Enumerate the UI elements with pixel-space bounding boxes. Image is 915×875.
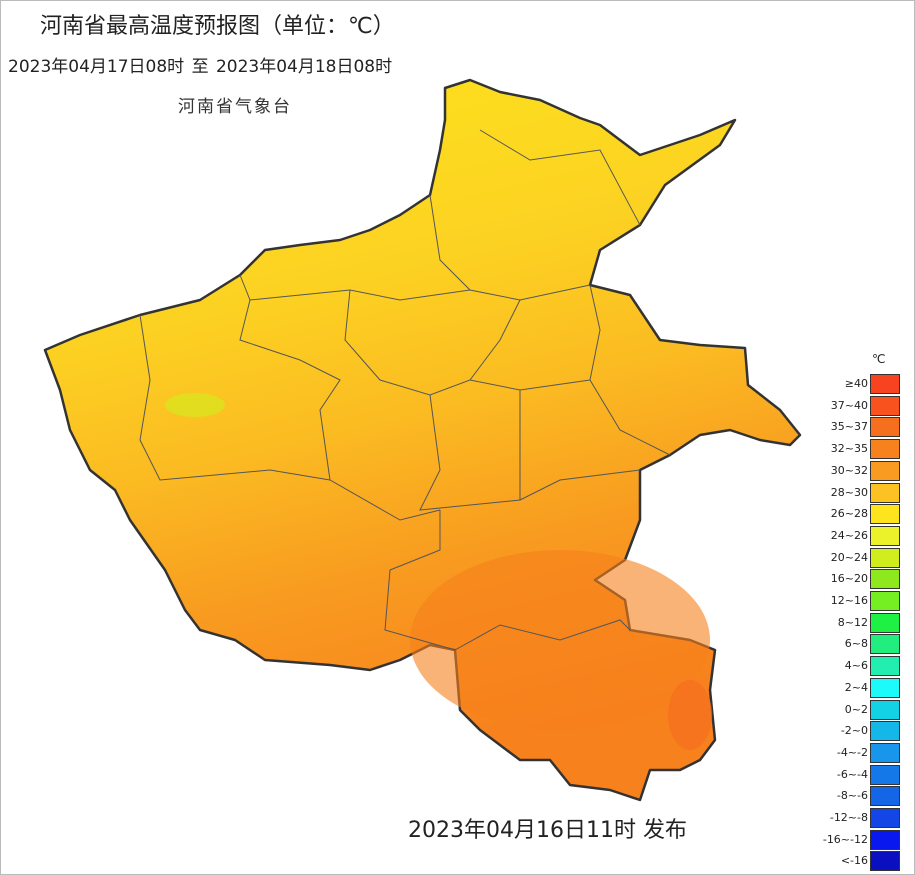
legend-label: -16~-12 xyxy=(822,832,868,846)
legend-swatch xyxy=(870,417,900,438)
legend-item: 26~28 xyxy=(831,504,910,525)
legend-item: 37~40 xyxy=(831,395,910,417)
legend-swatch xyxy=(870,591,900,611)
map-title: 河南省最高温度预报图（单位：℃） xyxy=(40,14,395,39)
legend-swatch xyxy=(870,808,900,828)
legend-label: 6~8 xyxy=(844,637,868,651)
legend-swatch xyxy=(870,547,900,568)
legend-swatch xyxy=(870,829,900,850)
legend-swatch xyxy=(870,699,900,720)
legend-label: 37~40 xyxy=(830,398,868,412)
legend-item: 12~16 xyxy=(831,591,910,612)
cool-zone-west xyxy=(165,393,225,417)
legend-label: ≥40 xyxy=(844,377,868,390)
legend-swatch xyxy=(870,374,900,394)
legend-swatch xyxy=(870,482,900,503)
legend-label: -2~0 xyxy=(840,724,868,738)
legend-swatch xyxy=(870,439,900,460)
legend-item: 8~12 xyxy=(837,612,910,634)
legend-item: 32~35 xyxy=(831,439,910,460)
legend-item: 35~37 xyxy=(831,417,910,438)
legend-label: -6~-4 xyxy=(836,767,868,781)
legend-label: 30~32 xyxy=(830,463,868,477)
legend-label: -8~-6 xyxy=(836,789,868,803)
legend-label: 35~37 xyxy=(830,420,868,434)
legend-swatch xyxy=(870,677,900,698)
legend-swatch xyxy=(870,634,900,655)
legend-label: 24~26 xyxy=(830,528,868,542)
legend-item: -4~-2 xyxy=(836,742,910,764)
legend-label: 8~12 xyxy=(837,615,868,629)
legend-item: 24~26 xyxy=(831,525,910,547)
legend-swatch xyxy=(870,721,900,742)
legend-item: ≥40 xyxy=(838,374,910,395)
legend-unit: ℃ xyxy=(872,352,886,366)
legend-swatch xyxy=(870,504,900,525)
legend-item: -6~-4 xyxy=(836,764,910,786)
legend-item: 30~32 xyxy=(831,460,910,482)
city-boundaries xyxy=(139,129,671,651)
legend-item: 4~6 xyxy=(838,656,910,677)
legend-label: 0~2 xyxy=(844,702,868,716)
legend-item: <-16 xyxy=(838,851,910,872)
legend-item: 28~30 xyxy=(831,482,910,504)
legend-label: 20~24 xyxy=(830,550,868,564)
legend-label: -12~-8 xyxy=(829,811,868,824)
legend-label: -4~-2 xyxy=(836,745,868,759)
issued-time: 2023年04月16日11时 发布 xyxy=(408,818,687,843)
legend-item: 0~2 xyxy=(838,699,910,721)
legend-swatch xyxy=(870,525,900,546)
legend-swatch xyxy=(870,656,900,677)
legend-swatch xyxy=(870,612,900,633)
legend-label: 28~30 xyxy=(830,485,868,499)
legend-item: -2~0 xyxy=(838,721,910,742)
legend-swatch xyxy=(870,764,900,785)
legend-label: 32~35 xyxy=(830,442,868,456)
legend-label: <-16 xyxy=(840,854,868,868)
legend-label: 2~4 xyxy=(844,680,868,694)
legend-item: 16~20 xyxy=(831,569,910,590)
legend-swatch xyxy=(870,851,900,872)
legend-label: 26~28 xyxy=(830,507,868,521)
legend-label: 12~16 xyxy=(830,594,868,607)
legend-item: 2~4 xyxy=(838,677,910,699)
forecast-period: 2023年04月17日08时 至 2023年04月18日08时 xyxy=(8,57,393,77)
legend-swatch xyxy=(870,569,900,590)
legend-item: 20~24 xyxy=(831,547,910,569)
legend-item: -12~-8 xyxy=(830,808,910,829)
warm-zone-southeast xyxy=(668,680,712,750)
legend-label: 4~6 xyxy=(844,659,868,673)
legend-swatch xyxy=(870,460,900,481)
legend-swatch xyxy=(870,786,900,807)
legend-item: -8~-6 xyxy=(836,786,910,807)
legend-swatch xyxy=(870,742,900,763)
legend-item: 6~8 xyxy=(838,634,910,655)
agency-name: 河南省气象台 xyxy=(178,97,292,117)
legend-item: -16~-12 xyxy=(823,829,910,851)
legend-label: 16~20 xyxy=(830,572,868,586)
legend-swatch xyxy=(870,395,900,416)
